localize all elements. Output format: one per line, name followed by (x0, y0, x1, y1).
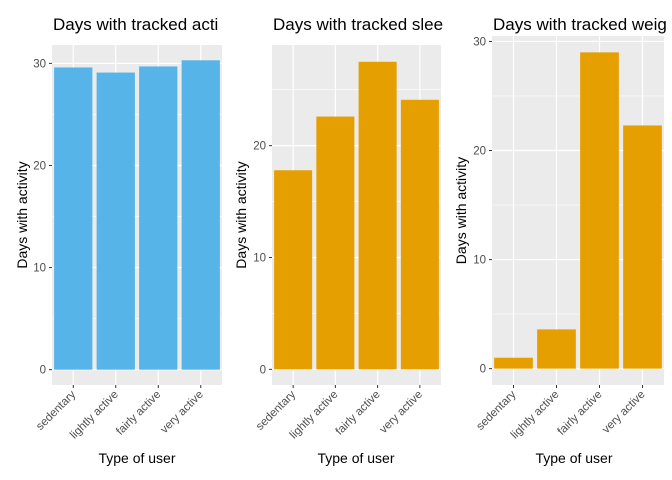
y-tick-label: 0 (480, 364, 486, 376)
x-tick-label: very active (378, 389, 425, 436)
x-tick-label: very active (600, 389, 647, 436)
x-tick-label: fairly active (555, 389, 604, 438)
y-axis-title: Days with activity (14, 161, 30, 268)
y-tick-label: 0 (260, 364, 266, 376)
x-tick-label: sedentary (474, 388, 518, 432)
panel-title: Days with tracked weig (493, 15, 667, 34)
y-axis-title: Days with activity (233, 161, 249, 268)
bar-sedentary (274, 170, 313, 370)
bar-very-active (623, 125, 662, 369)
y-axis-title: Days with activity (453, 157, 469, 264)
y-tick-label: 10 (33, 263, 46, 275)
x-tick-label: sedentary (254, 388, 298, 432)
bar-very-active (400, 99, 439, 370)
y-tick-label: 30 (33, 58, 46, 70)
bar-fairly-active (139, 66, 178, 370)
y-tick-label: 20 (473, 146, 486, 158)
bar-lightly-active (96, 72, 135, 370)
y-tick-label: 10 (253, 253, 266, 265)
panel-title: Days with tracked slee (273, 15, 443, 34)
bar-fairly-active (580, 52, 619, 369)
x-tick-label: fairly active (334, 389, 383, 438)
y-tick-label: 20 (253, 141, 266, 153)
y-tick-label: 0 (40, 365, 46, 377)
x-axis-title: Type of user (317, 450, 394, 466)
bar-lightly-active (316, 116, 355, 370)
bar-very-active (181, 60, 220, 370)
x-axis-title: Type of user (535, 450, 612, 466)
x-axis-title: Type of user (98, 450, 175, 466)
bar-lightly-active (537, 329, 576, 369)
bar-fairly-active (358, 61, 397, 370)
y-tick-label: 10 (473, 255, 486, 267)
y-tick-label: 20 (33, 160, 46, 172)
x-tick-label: very active (159, 389, 206, 436)
y-tick-label: 30 (473, 36, 486, 48)
x-tick-label: fairly active (114, 389, 163, 438)
panel-title: Days with tracked acti (53, 15, 218, 34)
bar-sedentary (494, 357, 533, 369)
x-tick-label: sedentary (34, 388, 78, 432)
bar-sedentary (54, 67, 93, 370)
